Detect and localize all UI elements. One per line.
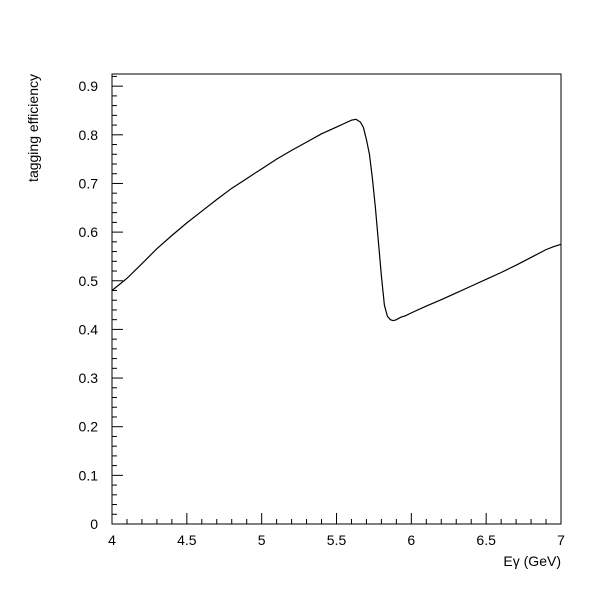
y-tick-label: 0.8	[79, 127, 99, 143]
y-tick-label: 0.6	[79, 224, 99, 240]
tick-labels: 4 4.5 5 5.5 6 6.5 7 0 0.1 0.2 0.3 0.4 0.5 0.6 0.7 0.8 0.…	[79, 78, 566, 548]
x-tick-label: 4	[108, 532, 116, 548]
x-tick-label: 4.5	[177, 532, 197, 548]
y-tick-label: 0.7	[79, 175, 99, 191]
x-tick-label: 5.5	[327, 532, 347, 548]
y-tick-label: 0.4	[79, 321, 99, 337]
y-tick-label: 0.2	[79, 419, 99, 435]
x-tick-label: 6.5	[476, 532, 496, 548]
x-tick-label: 6	[407, 532, 415, 548]
y-tick-label: 0.9	[79, 78, 99, 94]
y-tick-label: 0.1	[79, 467, 99, 483]
ticks	[111, 75, 562, 525]
y-tick-label: 0.5	[79, 273, 99, 289]
y-axis-title: tagging efficiency	[25, 74, 41, 182]
x-axis-title: Eγ (GeV)	[503, 553, 561, 569]
x-tick-label: 5	[258, 532, 266, 548]
series-line	[111, 118, 562, 322]
y-tick-label: 0.3	[79, 370, 99, 386]
x-tick-label: 7	[557, 532, 565, 548]
y-tick-label: 0	[90, 516, 98, 532]
plot-frame	[111, 73, 562, 525]
